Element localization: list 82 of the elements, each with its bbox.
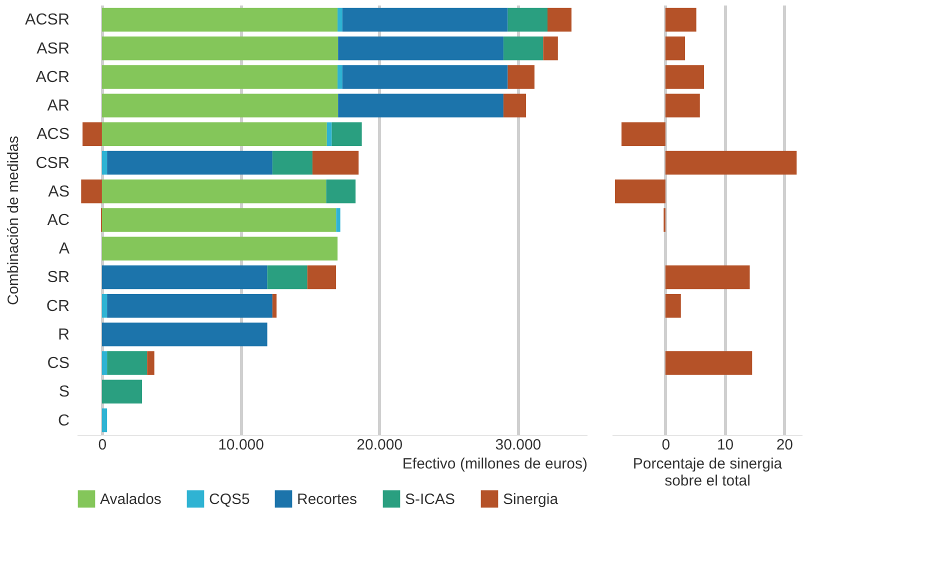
x-tick-label: 30.000 (495, 436, 542, 454)
bar (102, 265, 268, 290)
bar (307, 265, 336, 290)
bar (665, 36, 686, 60)
x-tick-label: 0 (662, 436, 670, 454)
y-tick-label: AC (47, 212, 70, 229)
bar (102, 94, 338, 118)
y-tick-label: R (58, 326, 70, 344)
bar (102, 122, 327, 146)
bar (102, 65, 338, 89)
bar (665, 265, 750, 290)
bar (665, 65, 704, 89)
bar (102, 294, 108, 318)
bar (102, 380, 142, 404)
bar (665, 8, 696, 32)
bar (272, 150, 312, 175)
bar (107, 150, 272, 175)
bar (338, 8, 342, 32)
bar (622, 122, 666, 146)
bar (102, 208, 336, 232)
x-tick-label: 0 (98, 436, 107, 454)
x-tick-label: 20.000 (356, 436, 403, 454)
y-tick-label: CS (47, 355, 70, 372)
bar (508, 8, 548, 32)
legend-label: CQS5 (209, 490, 250, 508)
legend-label: Avalados (100, 490, 162, 508)
bar (342, 8, 508, 32)
y-tick-label: ACS (36, 126, 70, 144)
x-tick-label: 10 (716, 436, 734, 454)
bar (102, 236, 338, 260)
x-axis-title: Porcentaje de sinergia sobre el total (632, 456, 783, 490)
legend-label: S-ICAS (405, 490, 456, 508)
bar (665, 351, 752, 375)
bar (102, 322, 268, 346)
legend-label: Sinergia (503, 490, 559, 508)
bar (338, 94, 504, 118)
bar (338, 65, 342, 89)
bar (102, 36, 338, 60)
bar (543, 36, 558, 60)
bar (102, 180, 326, 204)
bar (503, 94, 526, 118)
y-tick-label: C (58, 412, 70, 430)
bar (147, 351, 154, 375)
bar (267, 265, 308, 290)
y-tick-label: ACR (36, 68, 70, 86)
bar (503, 36, 544, 60)
bar (102, 408, 108, 432)
bar (326, 122, 332, 146)
bar (342, 65, 508, 89)
bar (107, 351, 148, 375)
y-tick-label: S (58, 384, 70, 401)
y-tick-label: CR (46, 298, 70, 315)
x-tick-label: 20 (776, 436, 794, 454)
bar (312, 150, 359, 175)
y-tick-label: ACSR (25, 12, 70, 29)
bar (665, 94, 700, 118)
bar (102, 8, 338, 32)
y-tick-label: AR (47, 98, 70, 115)
bar (336, 208, 340, 232)
bar (338, 36, 504, 60)
bar (272, 294, 277, 318)
x-tick-label: 10.000 (218, 436, 264, 454)
y-tick-label: CSR (36, 154, 70, 172)
bar (82, 122, 102, 146)
bar (332, 122, 362, 146)
y-tick-label: ASR (36, 40, 70, 58)
bar (665, 150, 797, 175)
bar (326, 180, 356, 204)
bar (102, 150, 108, 175)
bar (107, 294, 272, 318)
y-tick-label: SR (47, 269, 70, 286)
bar (81, 180, 102, 204)
bar (665, 294, 681, 318)
x-axis-title: Efectivo (millones de euros) (402, 456, 588, 472)
y-tick-label: AS (48, 183, 70, 200)
y-tick-label: A (58, 240, 70, 258)
bar (102, 351, 108, 375)
legend-label: Recortes (297, 490, 358, 508)
bar (548, 8, 572, 32)
y-axis-title: Combinación de medidas (5, 136, 22, 306)
bar (508, 65, 534, 89)
bar (614, 180, 666, 204)
